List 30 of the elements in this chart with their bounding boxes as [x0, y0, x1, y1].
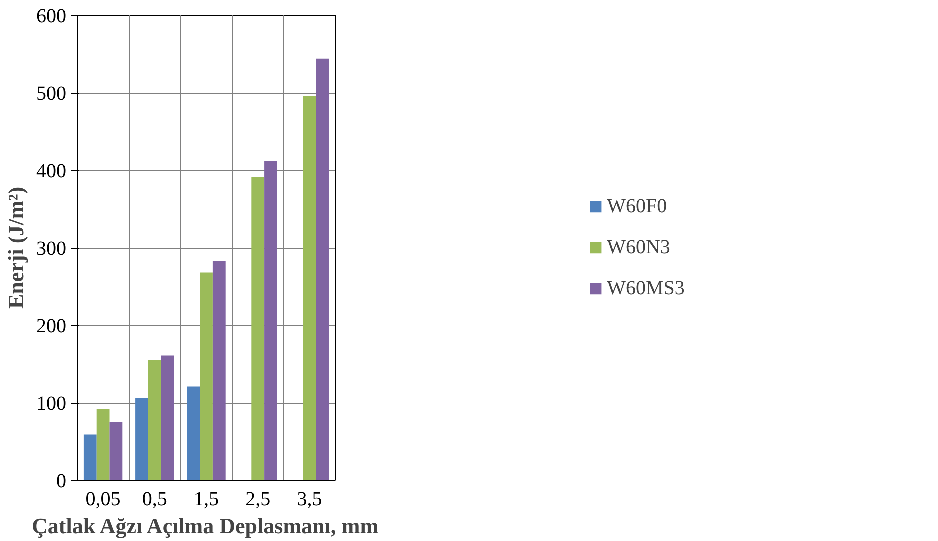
- bar: [212, 261, 226, 480]
- x-tick-label: 0,5: [142, 488, 168, 510]
- y-axis-title: Enerji (J/m²): [4, 186, 28, 310]
- x-tick-label: 2,5: [246, 488, 271, 510]
- bar: [316, 58, 330, 480]
- bar: [187, 386, 200, 480]
- bar: [96, 409, 110, 480]
- bar: [161, 356, 174, 480]
- y-tick-label: 100: [36, 393, 66, 415]
- bar: [264, 161, 278, 480]
- bar: [148, 360, 162, 480]
- y-tick-label: 400: [36, 160, 66, 182]
- legend-label: W60F0: [607, 195, 668, 218]
- bar: [84, 434, 97, 480]
- y-tick-label: 500: [36, 83, 66, 105]
- bar: [252, 177, 265, 480]
- bar: [200, 272, 213, 480]
- bar: [110, 422, 123, 480]
- y-tick-label: 0: [56, 470, 66, 492]
- bar: [136, 398, 148, 480]
- y-tick-label: 200: [36, 316, 66, 338]
- legend-label: W60MS3: [607, 277, 685, 300]
- x-tick-label: 3,5: [297, 488, 322, 510]
- bar: [303, 96, 316, 480]
- x-tick-label: 1,5: [194, 488, 219, 510]
- y-tick-label: 600: [36, 6, 66, 28]
- x-axis-title: Çatlak Ağzı Açılma Deplasmanı, mm: [32, 514, 379, 538]
- legend-label: W60N3: [607, 236, 670, 259]
- y-tick-label: 300: [36, 238, 66, 260]
- x-tick-label: 0,05: [86, 488, 121, 510]
